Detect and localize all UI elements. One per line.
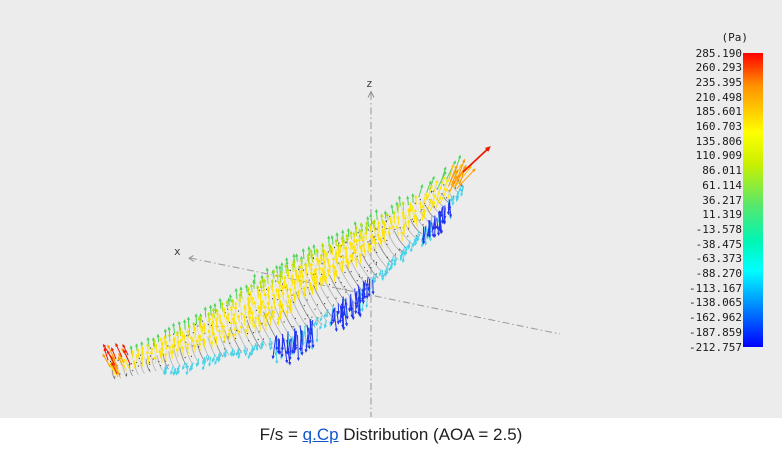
vector-group [111, 180, 464, 380]
aircraft-vector-model [102, 146, 491, 380]
render-viewport[interactable]: z x (Pa) 285.190 260.293 235.395 210.498 185… [0, 0, 782, 418]
vector-group [162, 184, 464, 377]
vector-group [271, 199, 453, 366]
peak-pressure-arrow [462, 146, 491, 173]
caption-suffix: Distribution (AOA = 2.5) [338, 425, 523, 444]
vector-group [102, 342, 131, 375]
x-axis-line [189, 257, 561, 335]
vector-group [114, 174, 465, 379]
x-axis-arrowhead-icon [188, 255, 195, 262]
caption: F/s = q.Cp Distribution (AOA = 2.5) [260, 425, 523, 445]
z-axis-label: z [366, 77, 373, 90]
caption-bar: F/s = q.Cp Distribution (AOA = 2.5) [0, 418, 782, 452]
x-axis-label: x [174, 245, 181, 258]
z-axis-arrowhead-icon [367, 90, 375, 98]
pressure-vector-scene[interactable]: z x [0, 0, 782, 418]
axes-triad: z x [174, 77, 561, 417]
vector-group [102, 158, 476, 377]
caption-link[interactable]: q.Cp [302, 425, 339, 444]
caption-prefix: F/s = [259, 425, 303, 444]
vector-group [110, 175, 454, 375]
